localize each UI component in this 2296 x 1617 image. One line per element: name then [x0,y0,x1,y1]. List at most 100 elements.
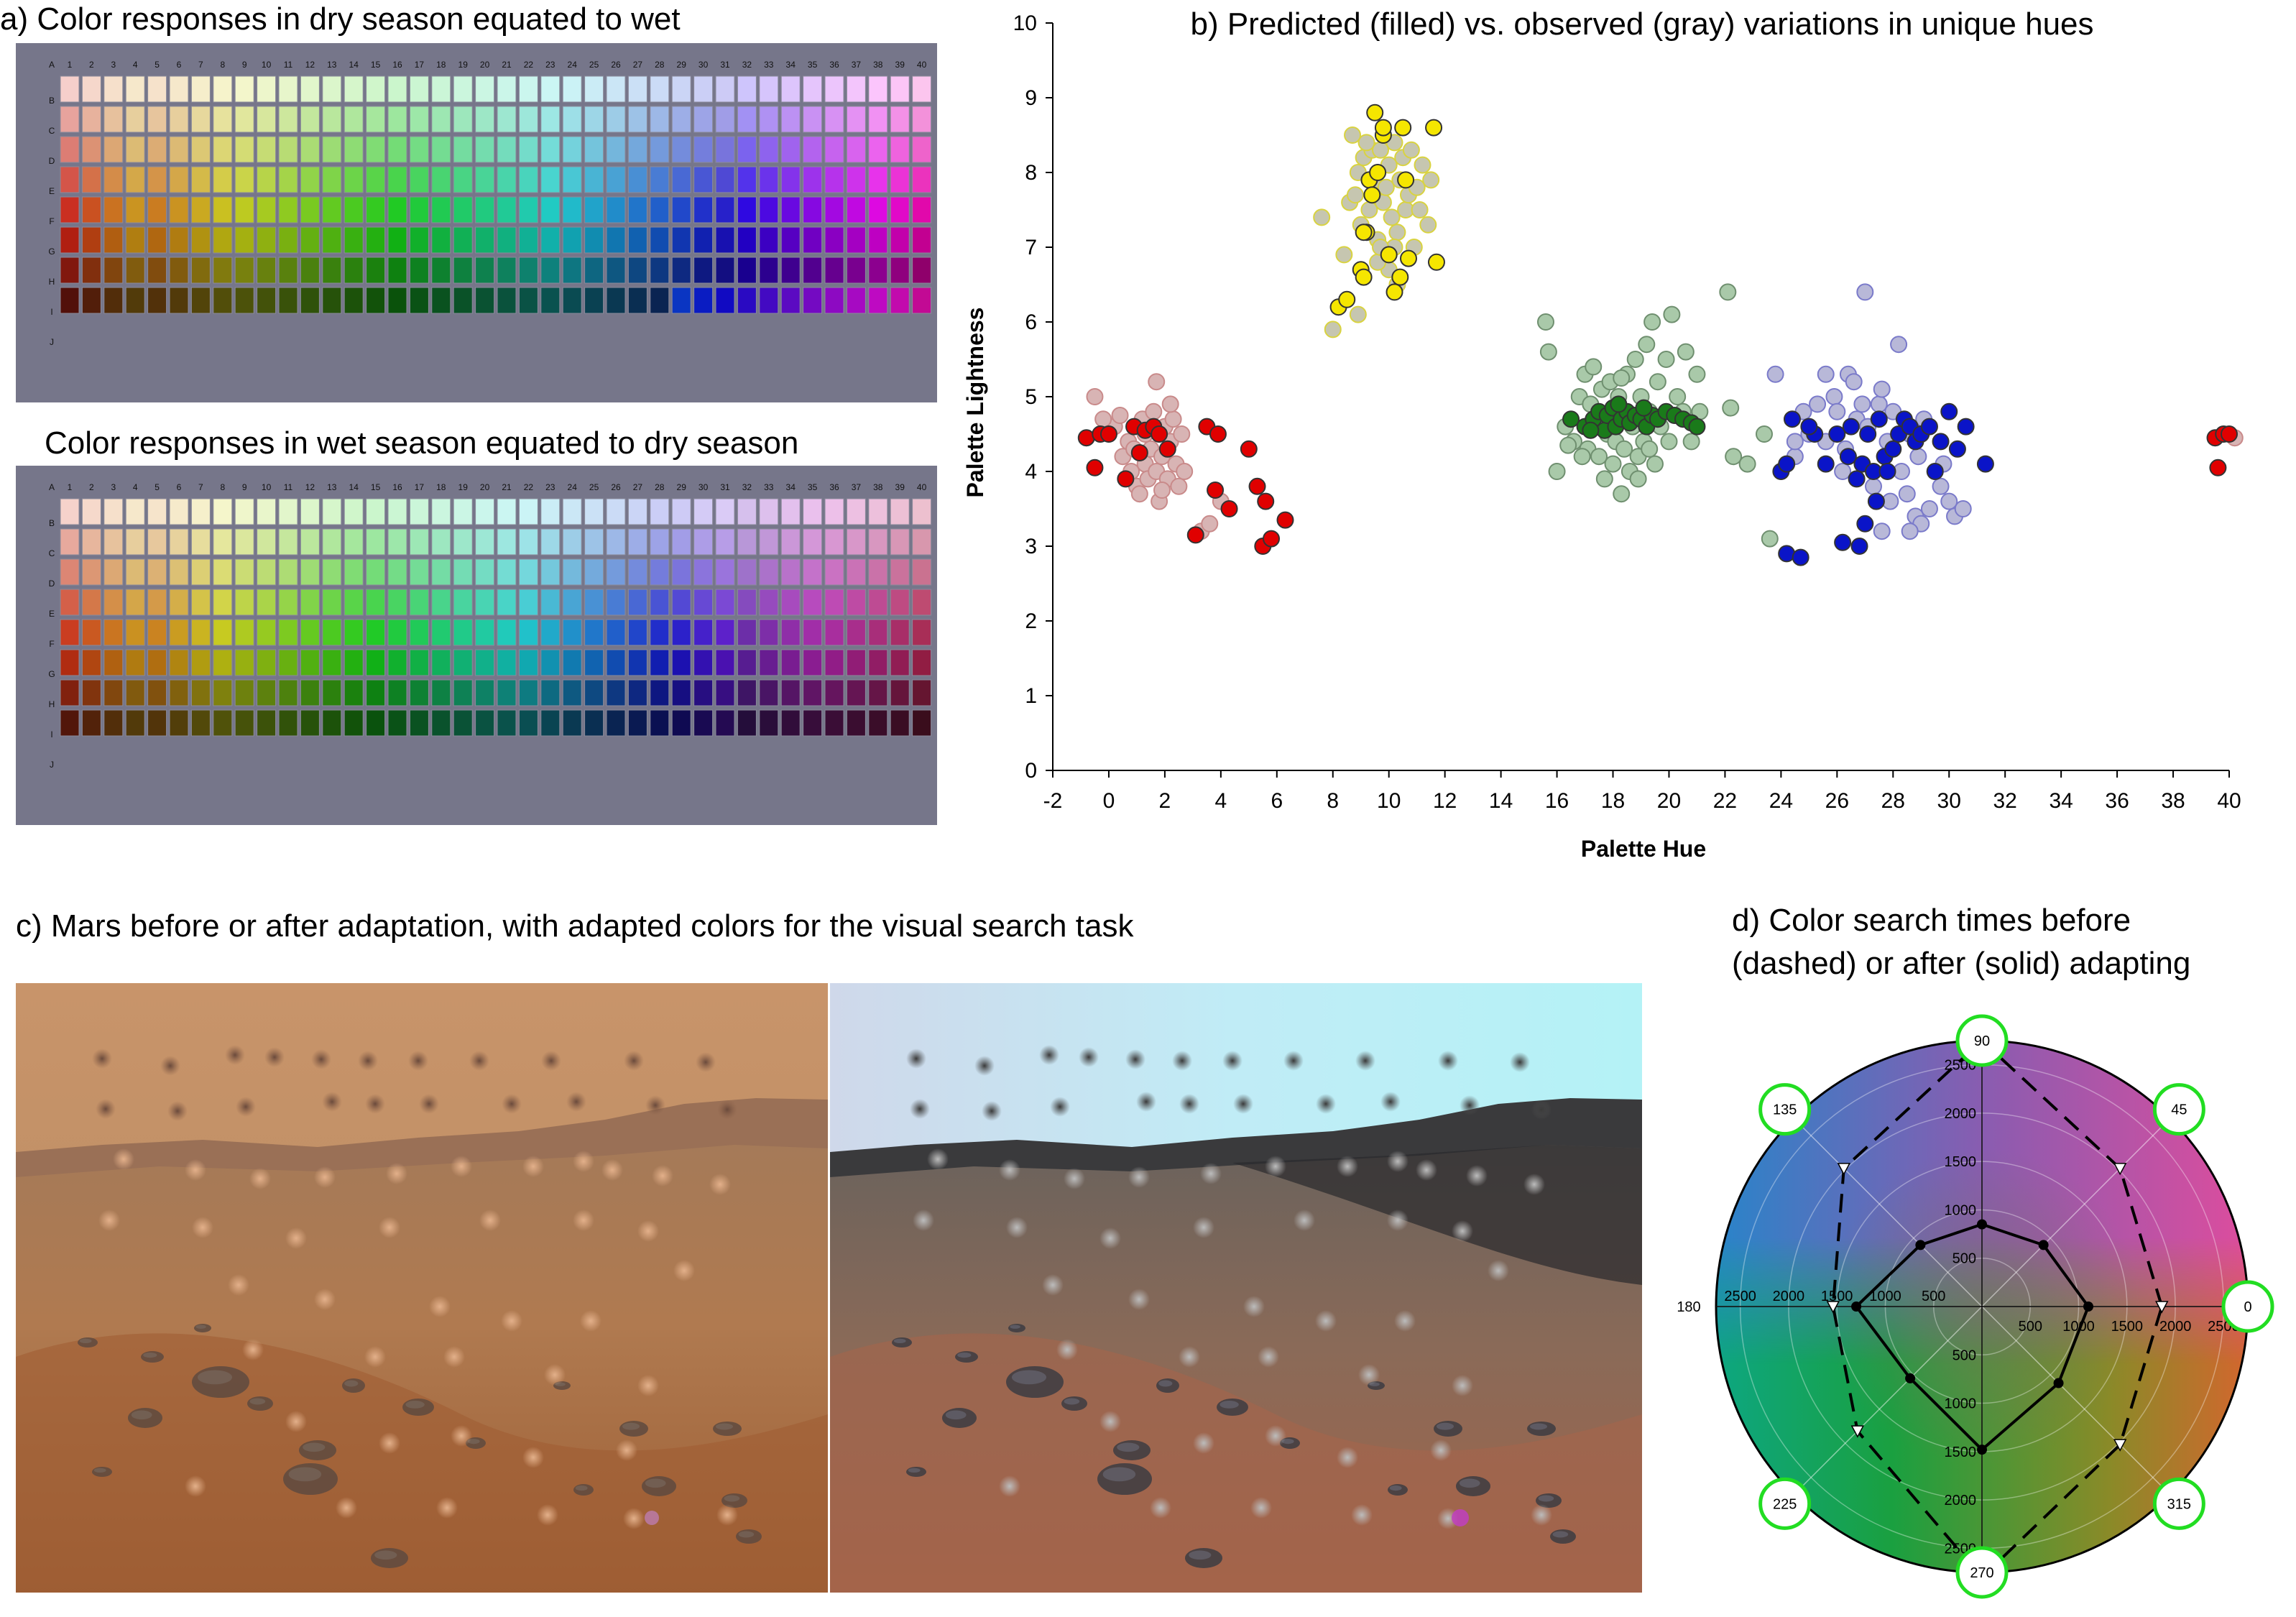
palette-swatch [562,257,582,284]
palette-swatch [453,528,473,556]
palette-swatch [606,136,626,163]
palette-swatch [169,287,189,314]
search-target-dot [1452,1220,1473,1242]
search-target-dot [443,1346,465,1368]
radar-marker-after [1851,1302,1862,1312]
palette-swatch [606,106,626,133]
palette-swatch [147,498,167,525]
palette-swatch [650,649,670,676]
palette-swatch [234,498,254,525]
palette-column-label: 30 [699,60,709,70]
scatter-point [1976,455,1994,473]
rock-highlight [1010,1325,1020,1329]
palette-swatch [912,619,932,646]
palette-column-label: 8 [220,482,225,492]
palette-swatch [475,106,495,133]
scatter-point [1604,455,1622,473]
x-tick-label: 16 [1545,789,1569,813]
search-target-dot [1193,1217,1214,1238]
palette-swatch [278,106,298,133]
scatter-point [1263,530,1281,548]
palette-swatch [693,649,714,676]
palette-row-label: B [49,518,55,528]
palette-swatch [387,287,407,314]
palette-swatch [366,528,386,556]
palette-column-label: 12 [305,60,315,70]
palette-swatch [322,528,342,556]
palette-swatch [715,226,735,254]
palette-swatch [540,196,561,224]
palette-swatch [125,166,145,193]
palette-swatch [846,528,866,556]
scatter-point [1688,418,1706,436]
palette-swatch [366,589,386,616]
radar-series-before [1831,1038,2164,1580]
palette-column-label: 20 [480,60,490,70]
radial-tick-label: 1500 [2111,1319,2144,1335]
palette-swatch [190,287,211,314]
palette-swatch [81,528,101,556]
search-target-dot [436,1497,458,1519]
palette-column-label: 35 [808,482,818,492]
palette-swatch [300,558,320,586]
palette-swatch [606,498,626,525]
palette-swatch [803,106,823,133]
palette-swatch [125,528,145,556]
radial-tick-label: 500 [2019,1319,2042,1335]
palette-swatch [890,196,910,224]
palette-swatch [300,226,320,254]
search-target-dot [408,1051,428,1071]
palette-swatch [780,558,801,586]
scatter-point [1338,290,1356,308]
palette-swatch [257,106,277,133]
palette-swatch [868,136,888,163]
palette-swatch [125,196,145,224]
palette-swatch [190,257,211,284]
palette-swatch [169,528,189,556]
palette-swatch [81,257,101,284]
palette-wet-grid: 1 2 3 4 5 6 7 8 9 10 11 12 13 14 15 16 17 18 19 20 21 22 23 24 2… [48,482,932,770]
palette-swatch [540,558,561,586]
scatter-point [1853,395,1871,413]
scatter-point [1957,418,1975,436]
rock-highlight [1189,1550,1212,1560]
scatter-point [1357,134,1375,152]
radar-marker-after [2038,1240,2049,1250]
scatter-point [1394,119,1412,137]
palette-swatch [497,498,517,525]
palette-swatch [81,709,101,737]
scatter-point [1562,410,1580,428]
palette-swatch [147,528,167,556]
palette-swatch [366,709,386,737]
palette-swatch [409,558,429,586]
palette-swatch [322,106,342,133]
palette-swatch [627,709,647,737]
palette-swatch [780,257,801,284]
scatter-point [1595,470,1613,488]
palette-swatch [81,287,101,314]
search-target-dot [1039,1045,1059,1065]
radial-tick-label: 2000 [1773,1289,1805,1304]
palette-swatch [322,75,342,103]
scatter-point [1363,186,1381,204]
palette-swatch [650,226,670,254]
radial-tick-label: 1000 [1869,1289,1901,1304]
x-tick-label: -2 [1043,789,1063,813]
palette-column-label: 9 [242,482,247,492]
palette-swatch [759,589,779,616]
palette-swatch [715,679,735,706]
palette-swatch [125,649,145,676]
search-target-dot [1265,1156,1286,1177]
palette-swatch [60,226,80,254]
palette-column-label: 38 [873,482,883,492]
scatter-point [1148,373,1166,391]
palette-swatch [759,257,779,284]
palette-column-label: 14 [349,482,359,492]
palette-swatch [125,287,145,314]
palette-column-label: 1 [68,60,73,70]
palette-swatch [366,558,386,586]
palette-swatch [147,196,167,224]
search-target-dot [1179,1346,1200,1368]
palette-swatch [278,619,298,646]
rock-highlight [1538,1495,1554,1502]
